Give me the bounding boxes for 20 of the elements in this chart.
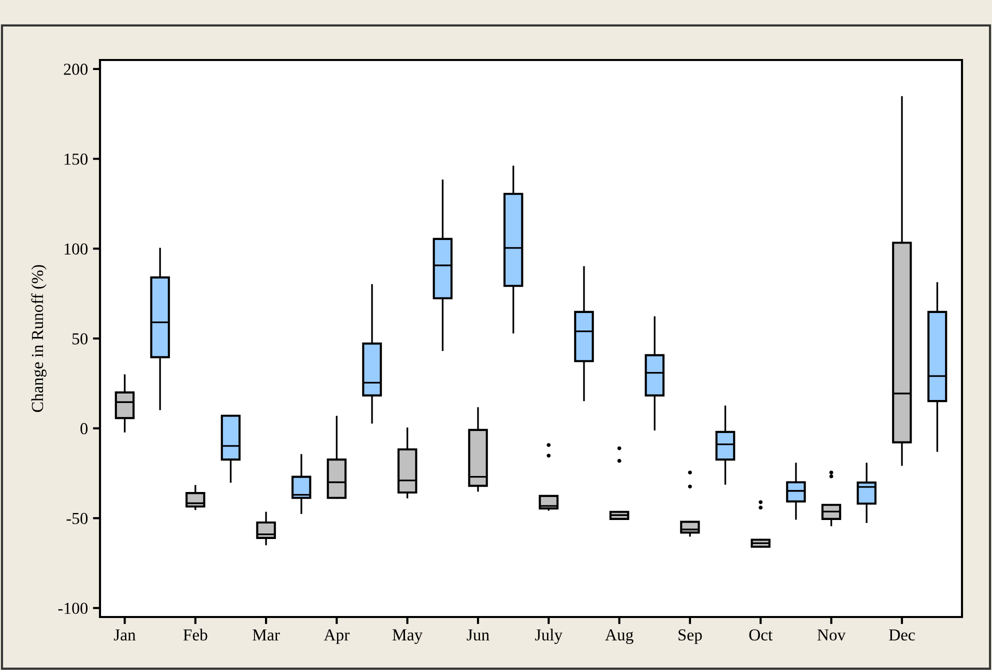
y-tick-label: 0	[80, 423, 88, 434]
x-tick-label: Nov	[817, 629, 846, 641]
x-tick-label: Dec	[889, 629, 915, 641]
x-tick-label: Oct	[749, 629, 773, 641]
y-tick-label: -50	[66, 512, 88, 524]
x-tick-label: Mar	[252, 629, 280, 641]
x-tick-label: July	[535, 628, 562, 644]
y-tick-label: -100	[58, 602, 88, 614]
x-tick-label: Feb	[183, 628, 208, 641]
y-axis-title: Change in Runoff (%)	[31, 265, 47, 412]
x-tick-label: May	[392, 629, 423, 644]
x-tick-label: Jun	[466, 629, 490, 641]
y-tick-label: 100	[64, 243, 88, 255]
x-tick-label: Apr	[324, 629, 350, 644]
x-tick-label: Aug	[605, 629, 634, 644]
x-tick-label: Jan	[114, 629, 136, 641]
y-tick-label: 150	[64, 154, 88, 165]
y-tick-label: 200	[64, 64, 88, 75]
y-tick-label: 50	[72, 333, 88, 344]
x-tick-label: Sep	[678, 629, 702, 644]
